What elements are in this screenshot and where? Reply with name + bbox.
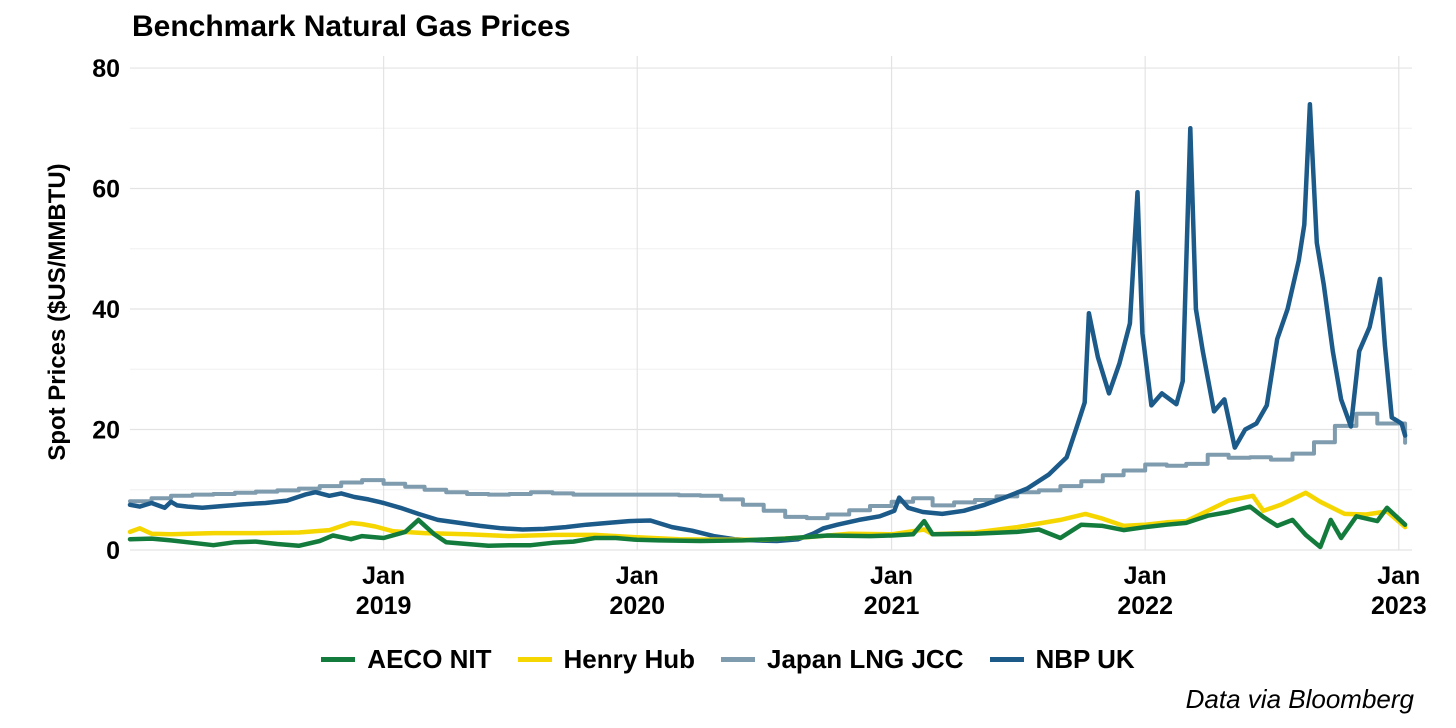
legend-item: NBP UK <box>989 644 1135 675</box>
x-tick-label-year: 2019 <box>356 592 412 620</box>
legend-item: AECO NIT <box>321 644 492 675</box>
legend-label: AECO NIT <box>367 644 492 674</box>
x-tick-label-month: Jan <box>1124 562 1167 590</box>
source-caption: Data via Bloomberg <box>1185 684 1414 714</box>
legend-label: Japan LNG JCC <box>767 644 964 674</box>
series-line-aeco-nit <box>127 504 1408 550</box>
y-axis-ticks: 0 20 40 60 80 <box>92 55 120 565</box>
x-tick-label-year: 2023 <box>1371 592 1427 620</box>
x-tick-label-month: Jan <box>616 562 659 590</box>
gridlines <box>130 56 1412 551</box>
x-tick-label-year: 2020 <box>609 592 665 620</box>
legend: AECO NIT Henry Hub Japan LNG JCC NBP UK <box>0 644 1456 675</box>
series-lines <box>127 101 1408 550</box>
x-tick-label-year: 2022 <box>1117 592 1173 620</box>
chart-title: Benchmark Natural Gas Prices <box>132 10 571 43</box>
legend-swatch <box>517 657 552 662</box>
y-tick-label: 20 <box>92 417 120 445</box>
legend-label: NBP UK <box>1035 644 1135 674</box>
x-tick-label-year: 2021 <box>864 592 920 620</box>
x-tick-label-month: Jan <box>870 562 913 590</box>
legend-label: Henry Hub <box>563 644 695 674</box>
legend-item: Henry Hub <box>517 644 695 675</box>
y-tick-label: 80 <box>92 55 120 83</box>
y-tick-label: 60 <box>92 176 120 204</box>
y-tick-label: 40 <box>92 296 120 324</box>
legend-item: Japan LNG JCC <box>721 644 964 675</box>
x-tick-label-month: Jan <box>1377 562 1420 590</box>
y-tick-label: 0 <box>106 537 120 565</box>
x-tick-label-month: Jan <box>362 562 405 590</box>
legend-swatch <box>721 657 755 662</box>
legend-swatch <box>321 657 356 662</box>
series-line-japan-lng-jcc <box>128 411 1408 521</box>
legend-swatch <box>989 657 1024 662</box>
series-line-nbp-uk <box>127 101 1408 544</box>
